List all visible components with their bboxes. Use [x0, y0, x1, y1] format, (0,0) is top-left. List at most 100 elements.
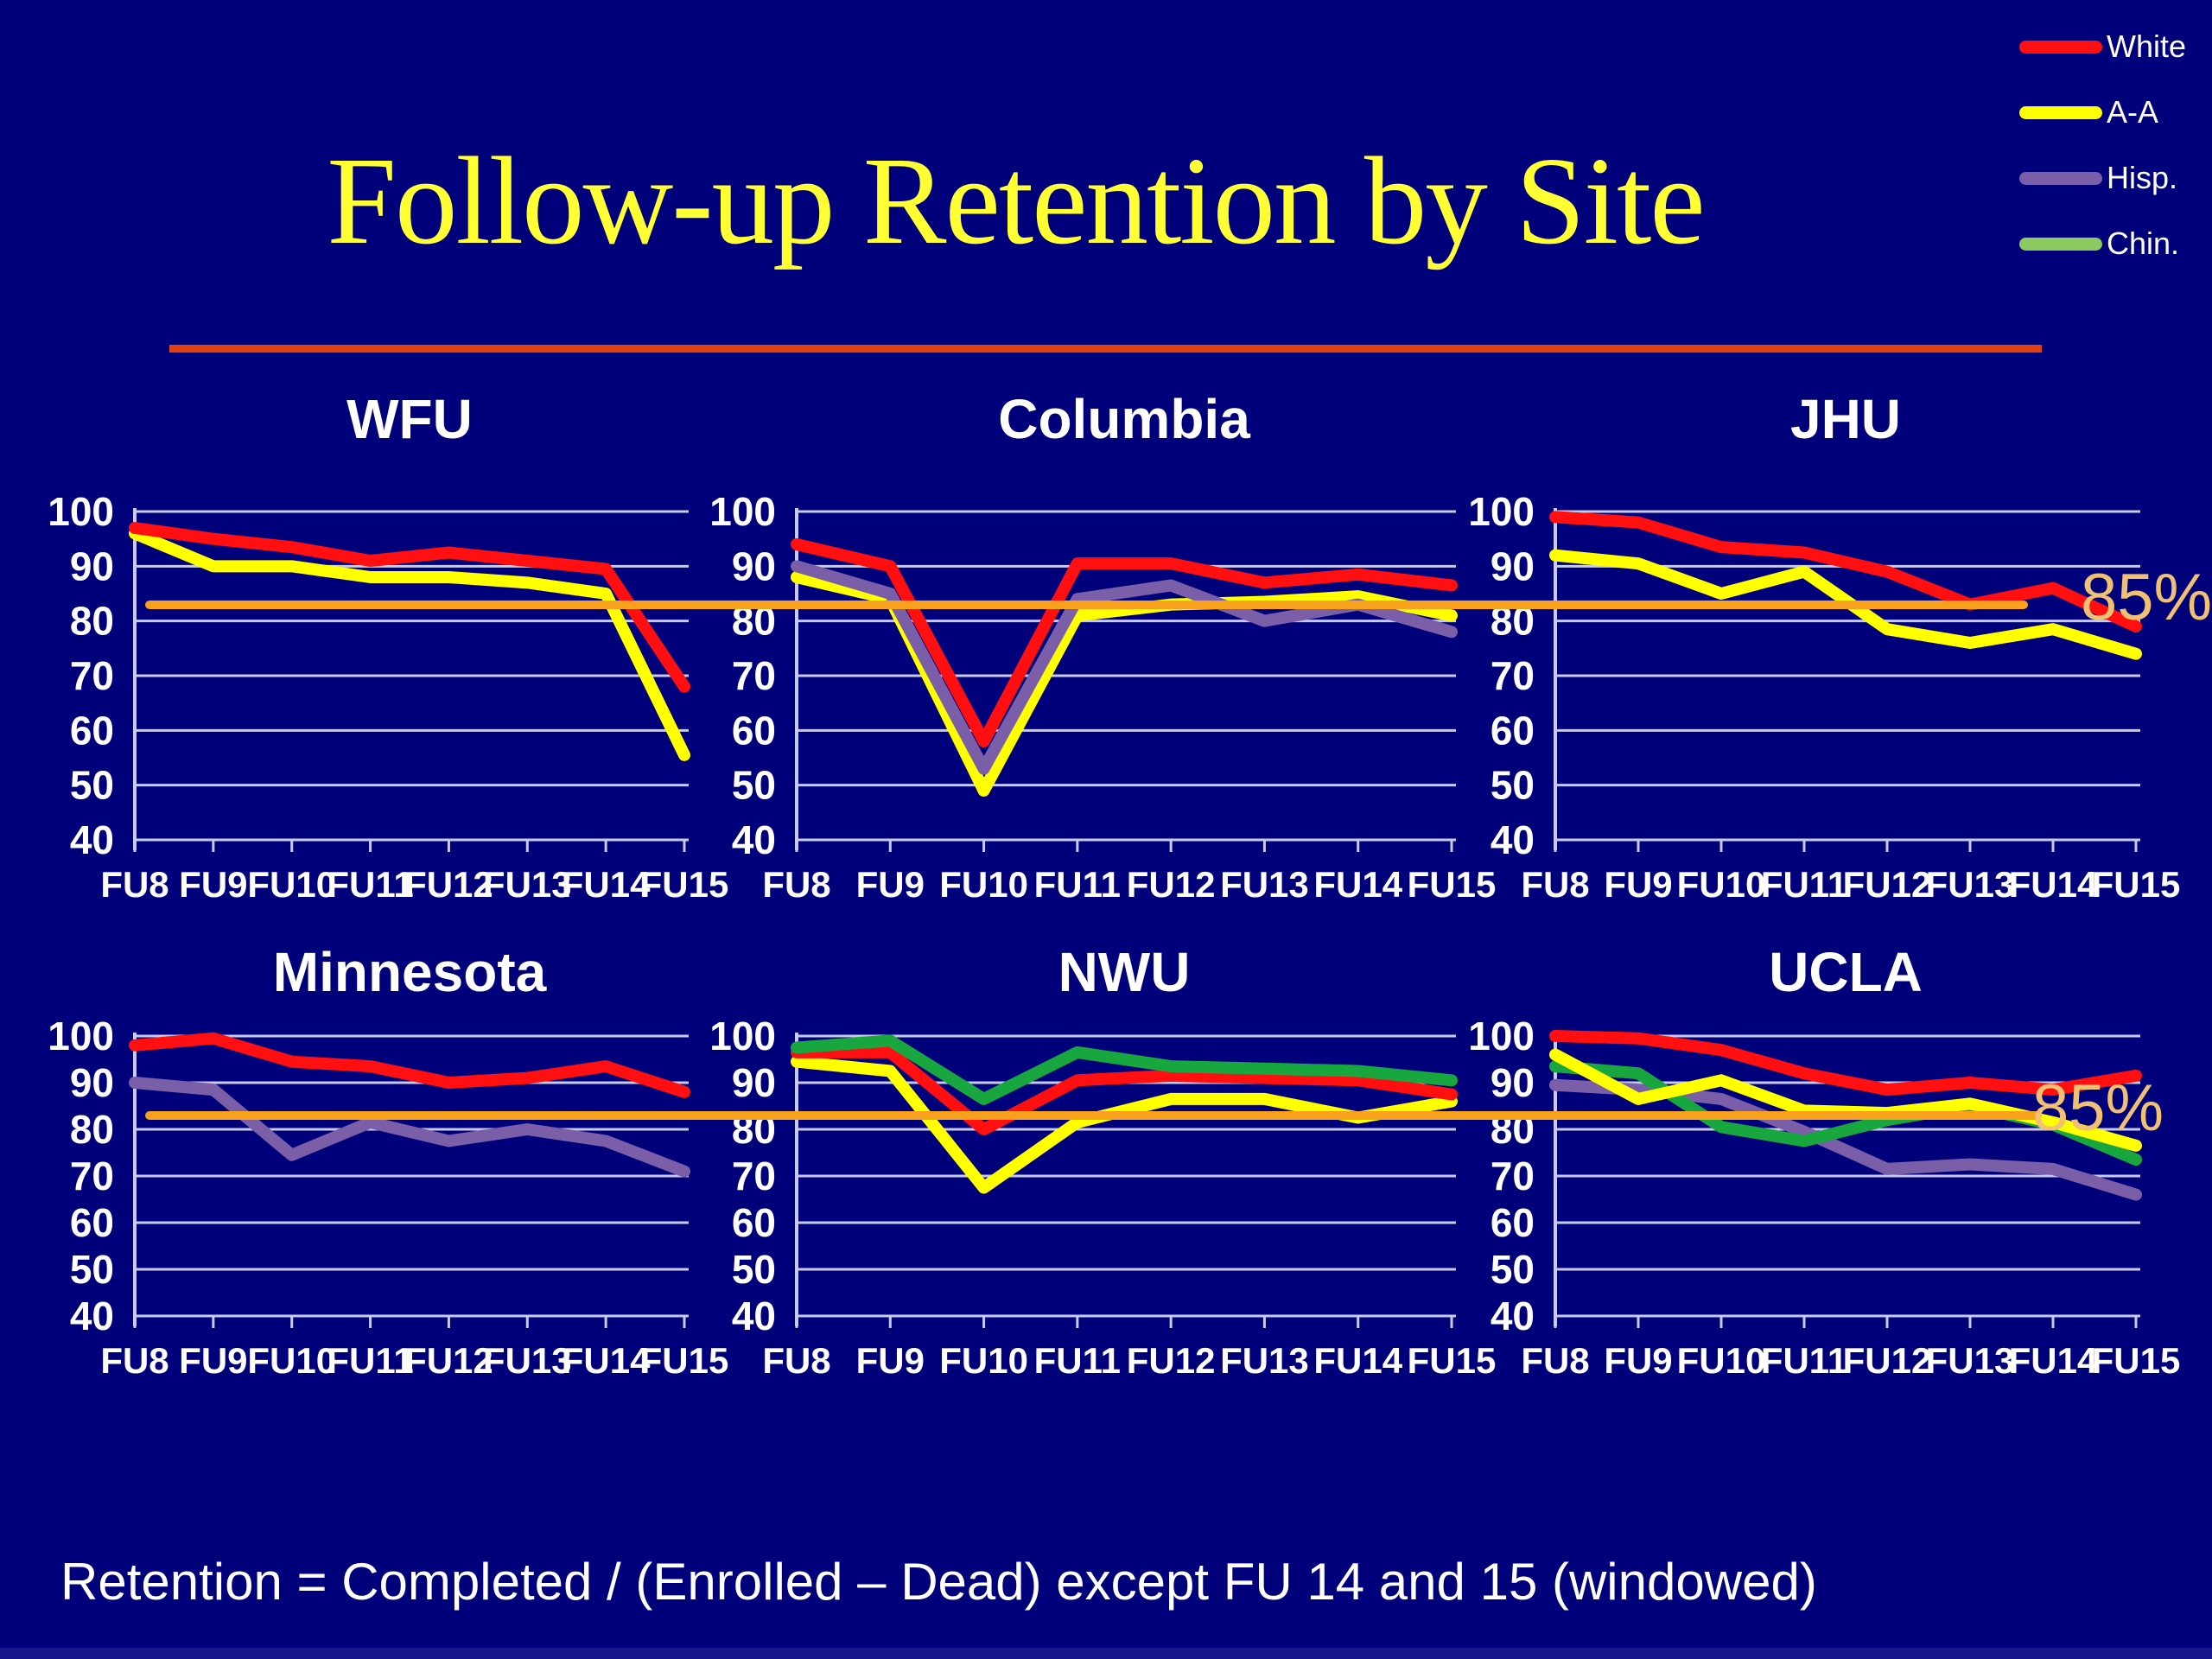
svg-text:FU13: FU13: [483, 1340, 572, 1381]
svg-text:70: 70: [732, 653, 776, 698]
series-white: [1549, 1030, 2142, 1096]
svg-text:50: 50: [732, 763, 776, 808]
svg-text:40: 40: [70, 1294, 114, 1338]
slide-caption: Retention = Completed / (Enrolled – Dead…: [60, 1553, 1817, 1611]
svg-text:FU12: FU12: [1843, 1340, 1932, 1381]
svg-text:FU14: FU14: [1313, 864, 1402, 905]
chart-title-nwu: NWU: [1058, 941, 1191, 1003]
svg-text:FU12: FU12: [1127, 864, 1216, 905]
svg-text:70: 70: [1491, 653, 1535, 698]
svg-text:FU11: FU11: [1761, 864, 1847, 905]
svg-text:80: 80: [70, 599, 114, 644]
svg-text:90: 90: [1491, 543, 1535, 588]
svg-text:FU12: FU12: [1127, 1340, 1216, 1381]
target-line-85-top: [145, 600, 2028, 609]
svg-text:FU11: FU11: [327, 864, 413, 905]
target-label-85-top: 85%: [2081, 560, 2212, 634]
series-aa: [129, 527, 690, 761]
svg-text:FU9: FU9: [856, 864, 925, 905]
legend-item-chin: Chin.: [2018, 226, 2186, 261]
svg-text:70: 70: [1491, 1154, 1535, 1198]
series-white: [129, 1032, 690, 1098]
footer-strip: [0, 1648, 2212, 1659]
svg-text:50: 50: [70, 1247, 114, 1292]
chart-title-ucla: UCLA: [1769, 941, 1923, 1003]
svg-text:FU11: FU11: [1034, 864, 1121, 905]
svg-text:FU10: FU10: [1677, 1340, 1766, 1381]
chart-title-wfu: WFU: [346, 388, 473, 450]
series-chin: [791, 1034, 1458, 1105]
svg-text:FU9: FU9: [856, 1340, 925, 1381]
svg-text:FU13: FU13: [1220, 1340, 1309, 1381]
svg-text:100: 100: [48, 489, 114, 534]
svg-text:90: 90: [1491, 1060, 1535, 1105]
svg-text:FU10: FU10: [939, 864, 1028, 905]
svg-text:FU8: FU8: [762, 1340, 830, 1381]
legend-item-hisp: Hisp.: [2018, 160, 2186, 195]
svg-text:60: 60: [70, 708, 114, 753]
svg-text:90: 90: [732, 1060, 776, 1105]
legend-swatch-aa-icon: [2018, 105, 2102, 119]
legend-swatch-hisp-icon: [2018, 171, 2102, 185]
svg-text:100: 100: [709, 489, 776, 534]
svg-text:FU15: FU15: [1408, 1340, 1497, 1381]
svg-text:FU10: FU10: [247, 1340, 336, 1381]
svg-text:FU11: FU11: [327, 1340, 413, 1381]
series-white: [791, 1046, 1458, 1135]
svg-text:70: 70: [70, 1154, 114, 1198]
svg-text:50: 50: [732, 1247, 776, 1292]
series-white: [129, 522, 690, 693]
legend-label-chin: Chin.: [2106, 226, 2180, 261]
svg-text:FU15: FU15: [1408, 864, 1497, 905]
legend-item-aa: A-A: [2018, 95, 2186, 130]
svg-text:FU13: FU13: [1926, 864, 2015, 905]
legend-item-white: White: [2018, 29, 2186, 64]
svg-text:FU15: FU15: [640, 1340, 729, 1381]
svg-text:50: 50: [1491, 1247, 1535, 1292]
svg-text:40: 40: [732, 817, 776, 862]
svg-text:FU9: FU9: [179, 1340, 247, 1381]
svg-text:FU11: FU11: [1034, 1340, 1121, 1381]
svg-text:100: 100: [1468, 1014, 1535, 1058]
svg-text:40: 40: [70, 817, 114, 862]
svg-text:FU14: FU14: [1313, 1340, 1402, 1381]
svg-text:FU14: FU14: [562, 1340, 651, 1381]
legend-swatch-chin-icon: [2018, 237, 2102, 251]
svg-text:FU8: FU8: [1521, 1340, 1589, 1381]
svg-text:FU12: FU12: [404, 864, 493, 905]
svg-text:FU9: FU9: [1604, 864, 1672, 905]
svg-text:FU9: FU9: [1604, 1340, 1672, 1381]
svg-text:70: 70: [732, 1154, 776, 1198]
legend-label-hisp: Hisp.: [2106, 160, 2177, 195]
svg-text:FU8: FU8: [100, 864, 168, 905]
svg-text:50: 50: [70, 763, 114, 808]
svg-text:60: 60: [732, 708, 776, 753]
svg-text:60: 60: [1491, 1200, 1535, 1245]
svg-text:FU14: FU14: [562, 864, 651, 905]
svg-text:100: 100: [48, 1014, 114, 1058]
svg-text:100: 100: [709, 1014, 776, 1058]
svg-text:FU8: FU8: [1521, 864, 1589, 905]
chart-title-minnesota: Minnesota: [272, 941, 547, 1003]
legend-swatch-white-icon: [2018, 40, 2102, 54]
svg-text:FU12: FU12: [404, 1340, 493, 1381]
svg-text:FU14: FU14: [2009, 1340, 2098, 1381]
svg-text:50: 50: [1491, 763, 1535, 808]
series-white: [1549, 511, 2142, 632]
legend: White A-A Hisp. Chin.: [2018, 29, 2186, 261]
series-white: [791, 538, 1458, 747]
svg-text:60: 60: [732, 1200, 776, 1245]
svg-text:FU10: FU10: [247, 864, 336, 905]
svg-text:FU10: FU10: [1677, 864, 1766, 905]
svg-text:100: 100: [1468, 489, 1535, 534]
svg-text:FU15: FU15: [2092, 1340, 2181, 1381]
series-hisp: [129, 1077, 690, 1178]
svg-text:90: 90: [732, 543, 776, 588]
target-line-85-bottom: [145, 1110, 2042, 1120]
svg-text:FU13: FU13: [483, 864, 572, 905]
legend-label-white: White: [2106, 29, 2186, 64]
